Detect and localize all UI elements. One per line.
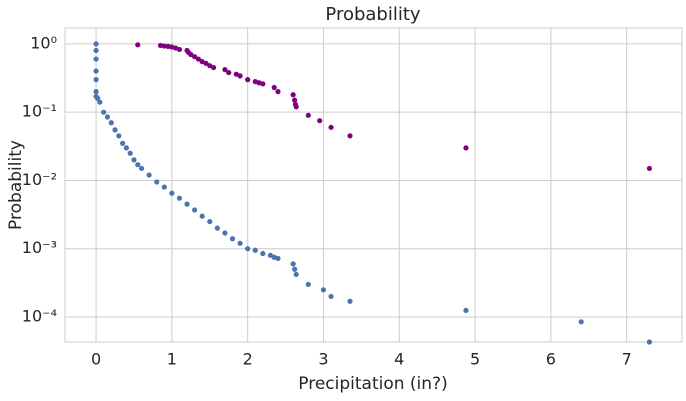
point [138, 165, 145, 172]
x-tick-label: 0 [91, 350, 101, 369]
point [328, 293, 334, 300]
point [245, 77, 251, 83]
point [260, 250, 266, 257]
point [214, 225, 220, 231]
point [305, 281, 311, 288]
point [176, 195, 183, 201]
point [260, 81, 266, 87]
point [317, 118, 323, 124]
point [135, 42, 141, 48]
point [305, 112, 311, 118]
point [207, 218, 213, 225]
point [292, 266, 298, 272]
chart-title: Probability [325, 4, 420, 25]
plot-frame [64, 27, 683, 343]
point [127, 150, 133, 156]
point [93, 41, 99, 47]
point [271, 84, 277, 91]
point [146, 172, 152, 178]
y-tick-label: 10⁻² [22, 170, 57, 189]
point [93, 68, 99, 74]
point [646, 339, 653, 345]
point [203, 60, 209, 66]
point [161, 184, 167, 190]
point [112, 127, 118, 133]
x-tick-label: 1 [167, 350, 177, 369]
point [293, 271, 299, 278]
point [97, 99, 103, 105]
y-axis-label: Probability [6, 140, 26, 230]
point [320, 287, 327, 293]
point [245, 246, 251, 252]
point [222, 67, 228, 73]
point [347, 298, 353, 304]
point [192, 54, 198, 60]
point [93, 77, 99, 83]
point [292, 97, 298, 103]
point [199, 213, 205, 219]
point [94, 95, 101, 101]
point [188, 51, 194, 58]
point [578, 319, 584, 325]
point [252, 247, 258, 253]
point [237, 240, 243, 246]
point [275, 89, 281, 95]
x-tick-label: 3 [318, 350, 328, 369]
point [176, 46, 183, 53]
point [93, 89, 99, 95]
point [290, 92, 296, 98]
y-tick-label: 10⁻¹ [22, 102, 57, 121]
point [131, 157, 137, 163]
point [93, 47, 99, 54]
point [108, 120, 114, 126]
point [222, 230, 228, 236]
point [104, 114, 111, 120]
point [237, 73, 243, 79]
point [192, 207, 198, 213]
y-tick-label: 10⁻³ [22, 238, 57, 257]
point [184, 201, 190, 207]
point [293, 104, 299, 110]
point [226, 69, 232, 76]
point [120, 140, 126, 146]
x-tick-label: 4 [394, 350, 404, 369]
point [275, 255, 281, 262]
point [646, 165, 653, 172]
point [123, 145, 129, 151]
point [210, 64, 217, 71]
point [93, 56, 99, 62]
x-tick-label: 6 [546, 350, 556, 369]
point [101, 109, 107, 115]
point [328, 124, 334, 130]
point [169, 190, 175, 196]
point [135, 162, 141, 168]
point [154, 179, 160, 185]
point [161, 43, 167, 49]
x-tick-label: 5 [470, 350, 480, 369]
point [116, 133, 122, 139]
x-axis-label: Precipitation (in?) [298, 374, 447, 394]
point [290, 261, 296, 267]
x-tick-label: 7 [622, 350, 632, 369]
x-tick-label: 2 [243, 350, 253, 369]
y-tick-label: 10⁻⁴ [22, 306, 57, 325]
point [463, 145, 469, 151]
point [195, 56, 202, 62]
point [229, 236, 236, 242]
y-tick-label: 10⁰ [30, 33, 57, 52]
point [347, 133, 353, 139]
point [463, 307, 469, 313]
